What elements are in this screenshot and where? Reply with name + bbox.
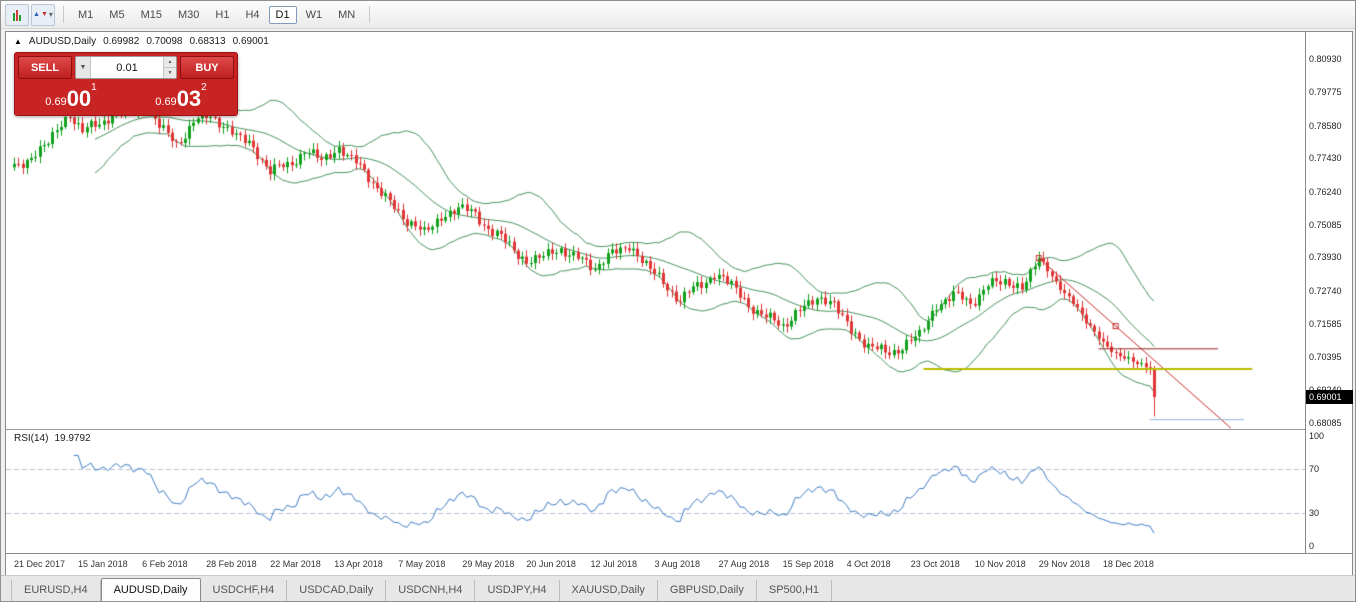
toolbar-separator — [63, 6, 64, 23]
date-axis-label: 23 Oct 2018 — [910, 559, 960, 569]
date-axis-label: 12 Jul 2018 — [590, 559, 637, 569]
price-axis-label: 0.71585 — [1309, 318, 1342, 329]
date-axis-label: 27 Aug 2018 — [718, 559, 770, 569]
price-axis-label: 0.70395 — [1309, 352, 1342, 363]
chart-tab-sp500-h1[interactable]: SP500,H1 — [757, 580, 833, 601]
price-axis-label: 0.73930 — [1309, 252, 1342, 263]
collapse-panel-icon[interactable]: ▲ — [14, 37, 22, 46]
lot-spinner[interactable]: ▲ ▼ — [163, 57, 176, 78]
rsi-axis-label: 100 — [1309, 431, 1325, 441]
chart-tab-usdcad-daily[interactable]: USDCAD,Daily — [287, 580, 387, 601]
price-axis-label: 0.78580 — [1309, 120, 1342, 131]
date-axis-label: 22 Mar 2018 — [270, 559, 321, 569]
date-axis-label: 6 Feb 2018 — [142, 559, 188, 569]
timeframe-h1[interactable]: H1 — [215, 8, 230, 21]
pane-splitter[interactable] — [6, 429, 1352, 430]
chart-tab-gbpusd-daily[interactable]: GBPUSD,Daily — [658, 580, 757, 601]
date-axis-label: 3 Aug 2018 — [654, 559, 701, 569]
date-axis-label: 20 Jun 2018 — [526, 559, 576, 569]
date-axis-label: 7 May 2018 — [398, 559, 446, 569]
buy-price-display[interactable]: 0.69 03 2 — [155, 82, 207, 111]
date-axis-label: 28 Feb 2018 — [206, 559, 257, 569]
price-axis-label: 0.75085 — [1309, 219, 1342, 230]
sell-button[interactable]: SELL — [18, 56, 72, 79]
price-axis-label: 0.72740 — [1309, 285, 1342, 296]
price-axis-label: 0.80930 — [1309, 53, 1342, 64]
timeframe-m1[interactable]: M1 — [78, 8, 94, 21]
price-axis-label: 0.77430 — [1309, 153, 1342, 164]
chart-ohlc-header: ▲ AUDUSD,Daily 0.69982 0.70098 0.68313 0… — [14, 36, 269, 47]
price-axis-label: 0.76240 — [1309, 186, 1342, 197]
one-click-trading-panel: SELL ▼ 0.01 ▲ ▼ BUY 0.69 00 1 — [14, 52, 238, 116]
timeframe-group: M1 M5 M15 M30 H1 H4 D1 W1 MN — [70, 5, 363, 24]
ohlc-high: 0.70098 — [146, 36, 183, 47]
charts-tab-bar: EURUSD,H4 AUDUSD,Daily USDCHF,H4 USDCAD,Dai… — [1, 575, 1355, 601]
date-axis-label: 18 Dec 2018 — [1102, 559, 1154, 569]
timeframe-m30[interactable]: M30 — [177, 8, 200, 21]
lot-spin-down-icon[interactable]: ▼ — [164, 68, 176, 78]
timeframe-mn[interactable]: MN — [338, 8, 356, 21]
price-arrows-icon: ▲ ▼ ▾ — [33, 10, 53, 19]
ohlc-low: 0.68313 — [189, 36, 226, 47]
timeframe-m5[interactable]: M5 — [109, 8, 125, 21]
rsi-axis-label: 0 — [1309, 541, 1315, 551]
date-axis-label: 21 Dec 2017 — [14, 559, 66, 569]
sell-price-display[interactable]: 0.69 00 1 — [45, 82, 97, 111]
lot-spin-up-icon[interactable]: ▲ — [164, 57, 176, 68]
timeframe-h4[interactable]: H4 — [245, 8, 260, 21]
lot-size-stepper[interactable]: ▼ 0.01 ▲ ▼ — [75, 56, 177, 79]
tick-arrows-icon[interactable]: ▲ ▼ ▾ — [31, 3, 55, 26]
price-axis[interactable]: 0.69001 0.80930 0.79775 0.78580 0.77430 0.76… — [1305, 32, 1353, 553]
date-axis-label: 29 Nov 2018 — [1038, 559, 1090, 569]
date-axis-label: 10 Nov 2018 — [974, 559, 1026, 569]
timeframe-w1[interactable]: W1 — [305, 8, 323, 21]
lot-dropdown-icon[interactable]: ▼ — [76, 57, 91, 78]
current-price-badge: 0.69001 — [1306, 389, 1353, 404]
ohlc-open: 0.69982 — [103, 36, 140, 47]
date-axis-label: 13 Apr 2018 — [334, 559, 383, 569]
chart-tab-usdcnh-h4[interactable]: USDCNH,H4 — [386, 580, 476, 601]
chart-tab-audusd-daily[interactable]: AUDUSD,Daily — [100, 578, 201, 601]
mini-chart-icon[interactable] — [5, 3, 29, 26]
price-axis-label: 0.79775 — [1309, 86, 1342, 97]
timeframe-d1[interactable]: D1 — [268, 5, 297, 24]
buy-button[interactable]: BUY — [180, 56, 234, 79]
time-axis[interactable]: 21 Dec 2017 15 Jan 2018 6 Feb 2018 28 Feb 2… — [6, 553, 1352, 576]
toolbar-separator — [369, 6, 371, 23]
rsi-indicator-chart[interactable] — [6, 430, 1306, 552]
chart-tab-usdchf-h4[interactable]: USDCHF,H4 — [201, 580, 288, 601]
chart-tab-usdjpy-h4[interactable]: USDJPY,H4 — [475, 580, 560, 601]
date-axis-label: 15 Jan 2018 — [78, 559, 128, 569]
price-axis-label: 0.68085 — [1309, 417, 1342, 428]
rsi-axis-label: 30 — [1309, 508, 1320, 518]
candlestick-bars-icon — [13, 9, 21, 21]
rsi-indicator-label: RSI(14) 19.9792 — [14, 433, 91, 444]
rsi-axis-label: 70 — [1309, 464, 1320, 474]
rsi-value: 19.9792 — [54, 433, 91, 444]
ohlc-close: 0.69001 — [232, 36, 269, 47]
chart-symbol-label: AUDUSD,Daily — [28, 36, 97, 47]
date-axis-label: 29 May 2018 — [462, 559, 515, 569]
date-axis-label: 15 Sep 2018 — [782, 559, 834, 569]
chart-tab-eurusd-h4[interactable]: EURUSD,H4 — [11, 580, 101, 601]
date-axis-label: 4 Oct 2018 — [846, 559, 891, 569]
rsi-name: RSI(14) — [14, 433, 49, 444]
chart-window[interactable]: ▲ AUDUSD,Daily 0.69982 0.70098 0.68313 0… — [5, 31, 1353, 576]
lot-size-value[interactable]: 0.01 — [116, 61, 138, 74]
timeframe-m15[interactable]: M15 — [140, 8, 162, 21]
top-toolbar: ▲ ▼ ▾ M1 M5 M15 M30 H1 H4 D1 W1 MN — [1, 1, 1355, 29]
chart-tab-xauusd-daily[interactable]: XAUUSD,Daily — [560, 580, 658, 601]
